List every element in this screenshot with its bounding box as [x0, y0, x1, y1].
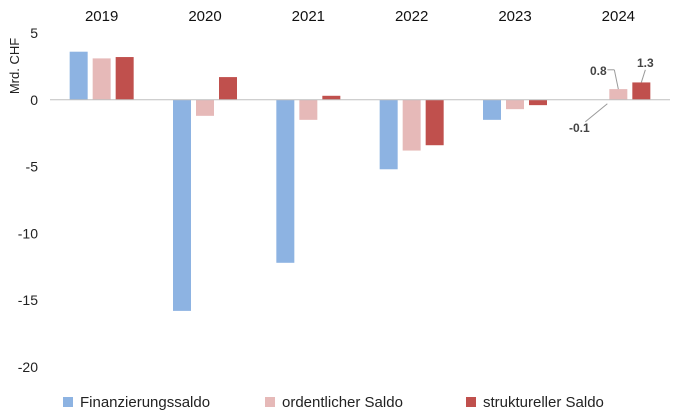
bar — [379, 99, 398, 170]
legend-swatch — [466, 397, 476, 407]
legend-swatch — [63, 397, 73, 407]
bar — [632, 82, 651, 100]
data-label-leader — [640, 69, 646, 83]
y-tick-label: 5 — [30, 25, 38, 41]
legend-label: ordentlicher Saldo — [282, 394, 403, 411]
y-tick-label: -20 — [18, 359, 38, 375]
bar — [322, 95, 341, 100]
data-label: -0.1 — [569, 121, 590, 135]
bar — [92, 58, 111, 100]
category-label: 2022 — [395, 8, 428, 25]
bar — [276, 99, 295, 263]
y-axis-label: Mrd. CHF — [7, 38, 22, 94]
y-tick-label: -5 — [26, 159, 39, 175]
y-tick-label: 0 — [30, 92, 38, 108]
bar — [115, 57, 134, 100]
category-label: 2020 — [188, 8, 221, 25]
category-label: 2023 — [498, 8, 531, 25]
data-labels: -0.1 0.8 1.3 — [569, 56, 654, 135]
bar — [173, 99, 191, 311]
bar — [69, 51, 88, 100]
y-ticks: 5 0 -5 -10 -15 -20 — [18, 25, 38, 375]
data-label: 0.8 — [590, 64, 607, 78]
legend: Finanzierungssaldo ordentlicher Saldo stru… — [63, 394, 604, 411]
bar — [483, 99, 501, 120]
bar — [609, 89, 628, 100]
bar — [299, 99, 318, 120]
bar — [425, 99, 444, 146]
bar — [196, 99, 214, 116]
legend-label: struktureller Saldo — [483, 394, 604, 411]
bar — [529, 99, 547, 106]
bars — [69, 51, 651, 311]
legend-label: Finanzierungssaldo — [80, 394, 210, 411]
y-tick-label: -10 — [18, 225, 38, 241]
legend-swatch — [265, 397, 275, 407]
category-label: 2021 — [292, 8, 325, 25]
bar — [402, 99, 421, 151]
category-label: 2024 — [602, 8, 635, 25]
bar — [219, 77, 237, 100]
data-label-leader — [585, 103, 608, 123]
category-label: 2019 — [85, 8, 118, 25]
bar — [506, 99, 524, 110]
data-label-leader — [613, 69, 619, 90]
data-label: 1.3 — [637, 56, 654, 70]
category-labels: 2019 2020 2021 2022 2023 2024 — [85, 8, 635, 25]
y-tick-label: -15 — [18, 292, 38, 308]
